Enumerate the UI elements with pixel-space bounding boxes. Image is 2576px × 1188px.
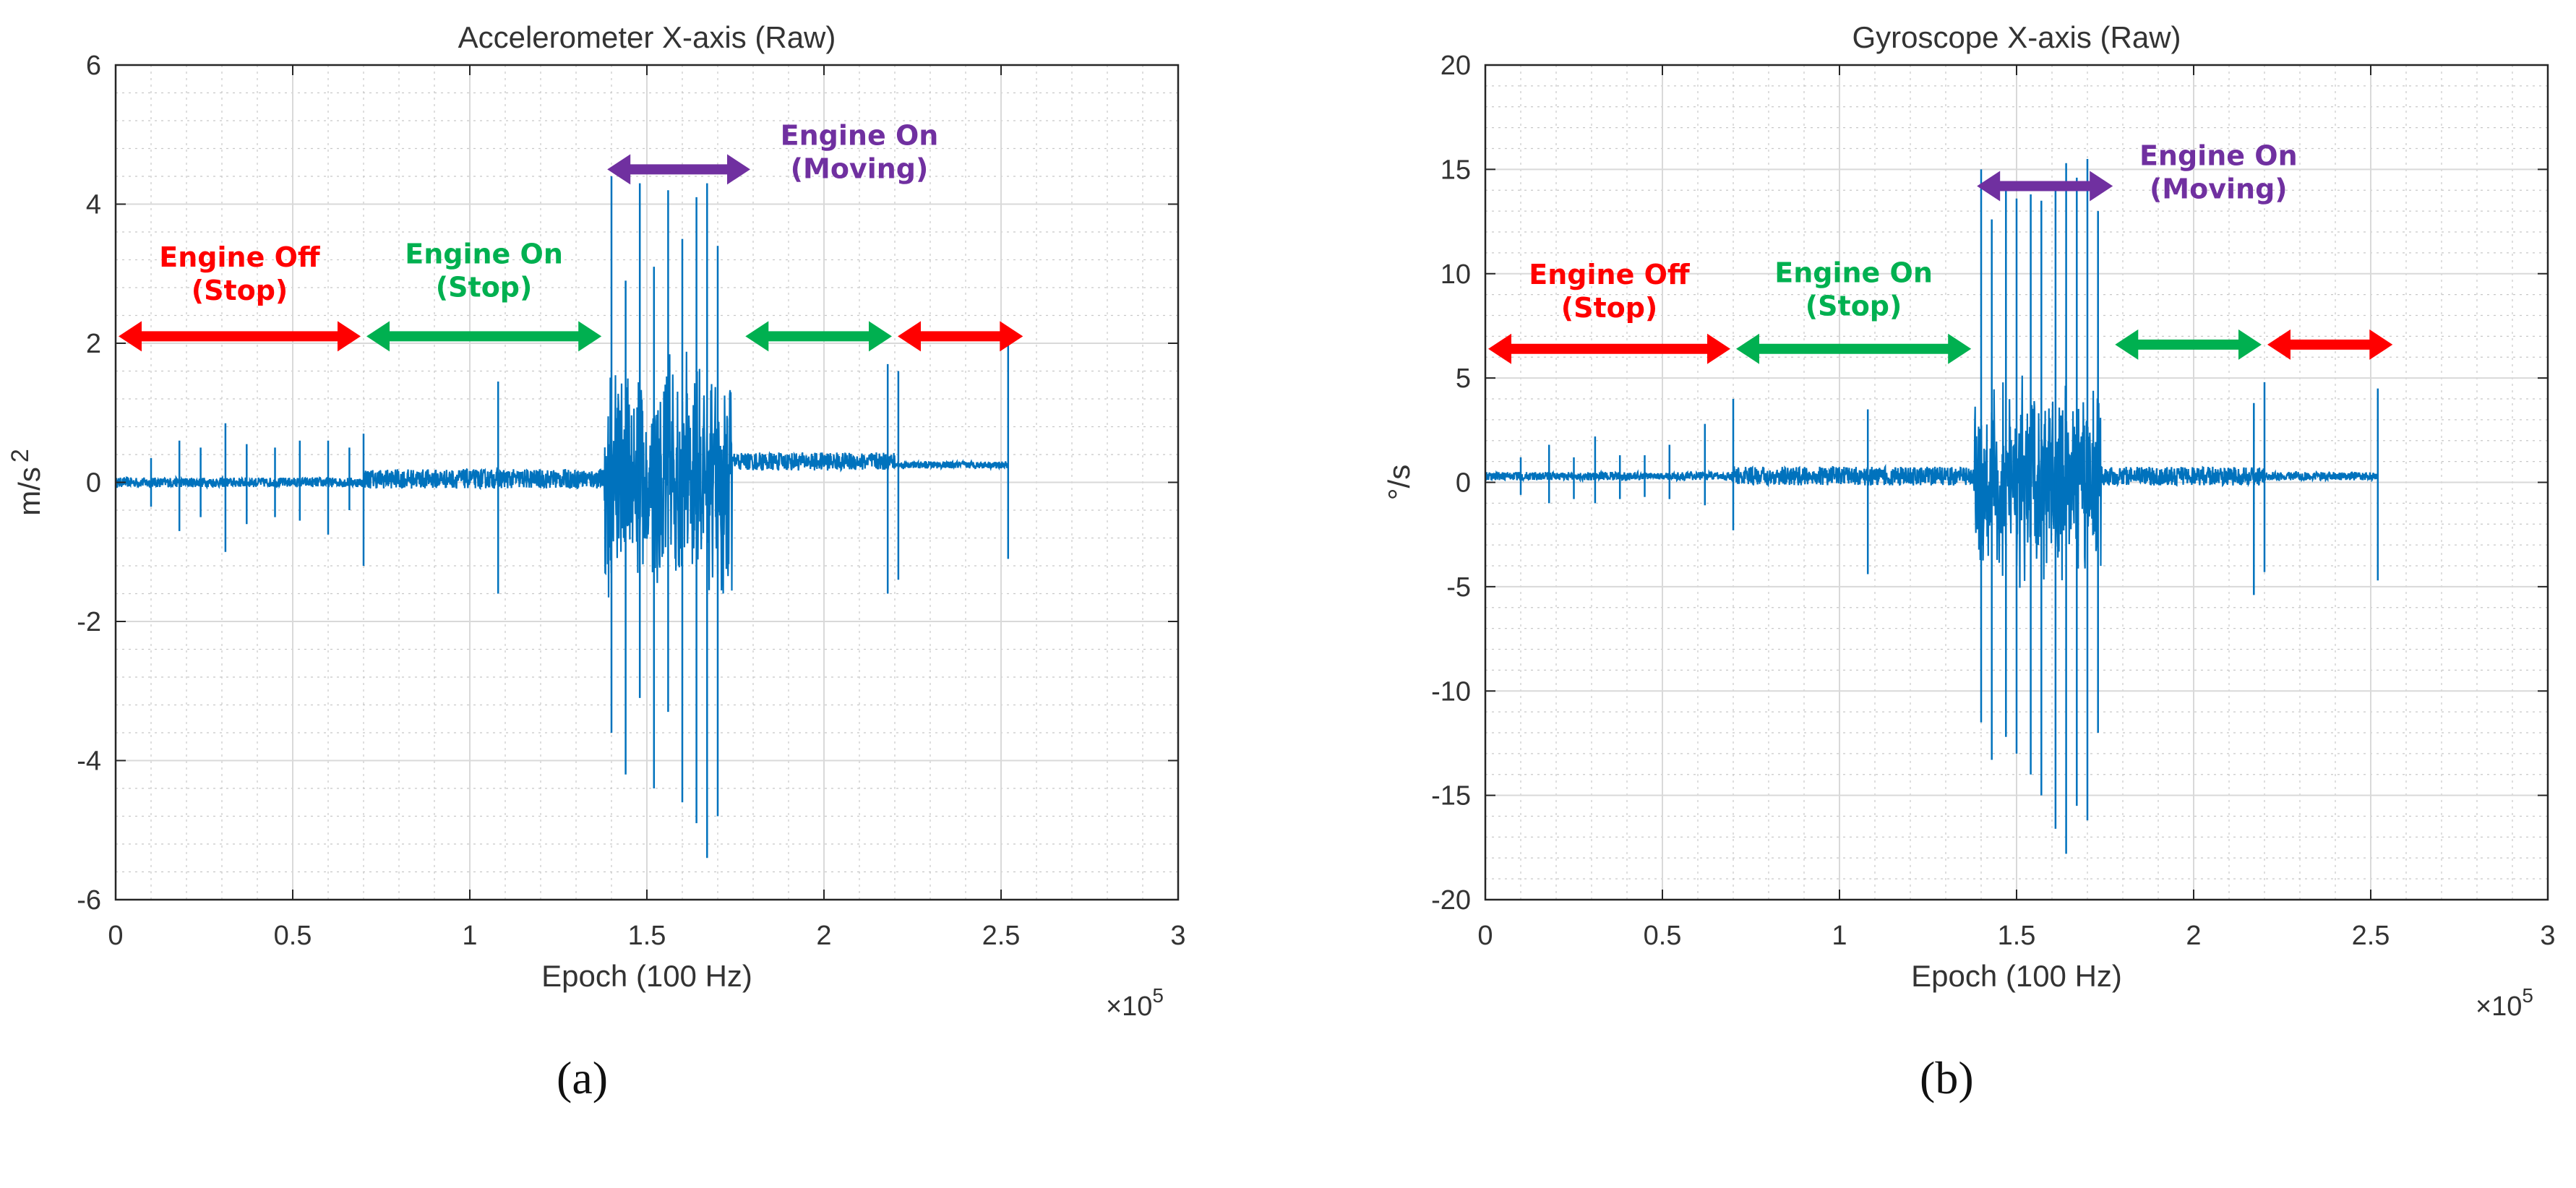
y-tick-label: -5 <box>1446 572 1471 603</box>
x-tick-label: 1.5 <box>628 921 666 951</box>
x-tick-label: 0.5 <box>274 921 312 951</box>
x-multiplier: ×105 <box>2476 984 2533 1022</box>
annotation-arrow <box>745 321 892 352</box>
y-tick-label: 20 <box>1441 51 1471 81</box>
annotation-label: Engine Off <box>1529 259 1691 290</box>
y-axis-label: m/s 2 <box>7 449 46 516</box>
y-tick-label: 0 <box>86 468 101 499</box>
y-tick-label: 15 <box>1441 155 1471 185</box>
x-tick-label: 1 <box>1832 921 1847 951</box>
x-multiplier: ×105 <box>1106 984 1164 1022</box>
panel-label-a: (a) <box>557 1052 609 1103</box>
y-axis-label-unit: °/s <box>1382 465 1416 500</box>
y-tick-label: -10 <box>1431 676 1471 707</box>
y-tick-label: 2 <box>86 329 101 359</box>
y-tick-label: 0 <box>1456 468 1471 499</box>
x-tick-label: 2 <box>2186 921 2201 951</box>
x-tick-label: 2 <box>816 921 831 951</box>
data-series-line <box>114 351 1009 598</box>
y-tick-label: -2 <box>77 607 101 637</box>
annotation-label: Engine Off <box>159 241 321 273</box>
y-tick-label: -6 <box>77 885 101 916</box>
y-axis-label: °/s <box>1382 465 1416 500</box>
x-tick-label: 0 <box>1477 921 1493 951</box>
y-tick-label: 5 <box>1456 363 1471 394</box>
chart-title: Gyroscope X-axis (Raw) <box>1852 20 2181 54</box>
x-tick-label: 0.5 <box>1644 921 1682 951</box>
x-tick-label: 0 <box>108 921 123 951</box>
annotation-label: (Stop) <box>436 271 533 303</box>
panel-label-b: (b) <box>1920 1052 1974 1103</box>
annotation-label: (Stop) <box>1561 292 1658 324</box>
y-tick-label: 4 <box>86 190 101 220</box>
annotation-label: (Stop) <box>1806 290 1902 322</box>
y-tick-label: -4 <box>77 746 101 777</box>
y-tick-label: -20 <box>1431 885 1471 916</box>
y-axis-label-unit: m/s <box>12 467 46 516</box>
x-multiplier-base: ×10 <box>1106 991 1152 1022</box>
annotation-label: Engine On <box>405 238 563 270</box>
x-tick-label: 3 <box>2540 921 2555 951</box>
annotation-arrow <box>898 321 1023 352</box>
x-tick-label: 2.5 <box>982 921 1021 951</box>
annotation-label: (Moving) <box>791 153 929 185</box>
x-multiplier-exponent: 5 <box>1152 984 1164 1007</box>
x-multiplier-exponent: 5 <box>2522 984 2533 1007</box>
annotation-arrow <box>1488 333 1730 364</box>
annotation-label: Engine On <box>1774 257 1933 288</box>
x-tick-label: 2.5 <box>2352 921 2390 951</box>
annotation-arrow <box>1736 333 1972 364</box>
y-tick-label: -15 <box>1431 781 1471 812</box>
x-tick-label: 1 <box>462 921 477 951</box>
x-multiplier-base: ×10 <box>2476 991 2522 1022</box>
annotation-label: Engine On <box>781 120 939 152</box>
accelerometer-chart: 0 0.5 1 1.5 2 2.5 3 -6 -4 -2 0 2 4 6 Accelerometer X-a… <box>7 20 1186 1022</box>
x-axis-label: Epoch (100 Hz) <box>1911 959 2122 993</box>
y-tick-label: 10 <box>1441 259 1471 290</box>
x-axis-label: Epoch (100 Hz) <box>541 959 752 993</box>
y-tick-label: 6 <box>86 51 101 81</box>
annotation-label: (Moving) <box>2150 173 2288 205</box>
gyroscope-chart: 0 0.5 1 1.5 2 2.5 3 -20 -15 -10 -5 0 5 10 15 20 Gyroscop… <box>1382 20 2556 1022</box>
x-tick-label: 3 <box>1170 921 1185 951</box>
chart-title: Accelerometer X-axis (Raw) <box>458 20 836 54</box>
annotation-arrow <box>2267 329 2393 360</box>
annotation-arrow <box>607 154 750 185</box>
annotation-arrow <box>366 321 602 352</box>
x-tick-label: 1.5 <box>1998 921 2036 951</box>
y-axis-label-superscript: 2 <box>7 449 34 462</box>
data-series-line <box>1485 375 2379 588</box>
annotation-arrow <box>2115 329 2262 360</box>
annotation-label: Engine On <box>2139 140 2298 172</box>
annotation-arrow <box>119 321 361 352</box>
annotation-label: (Stop) <box>192 275 288 306</box>
annotation-arrow <box>1977 171 2113 202</box>
